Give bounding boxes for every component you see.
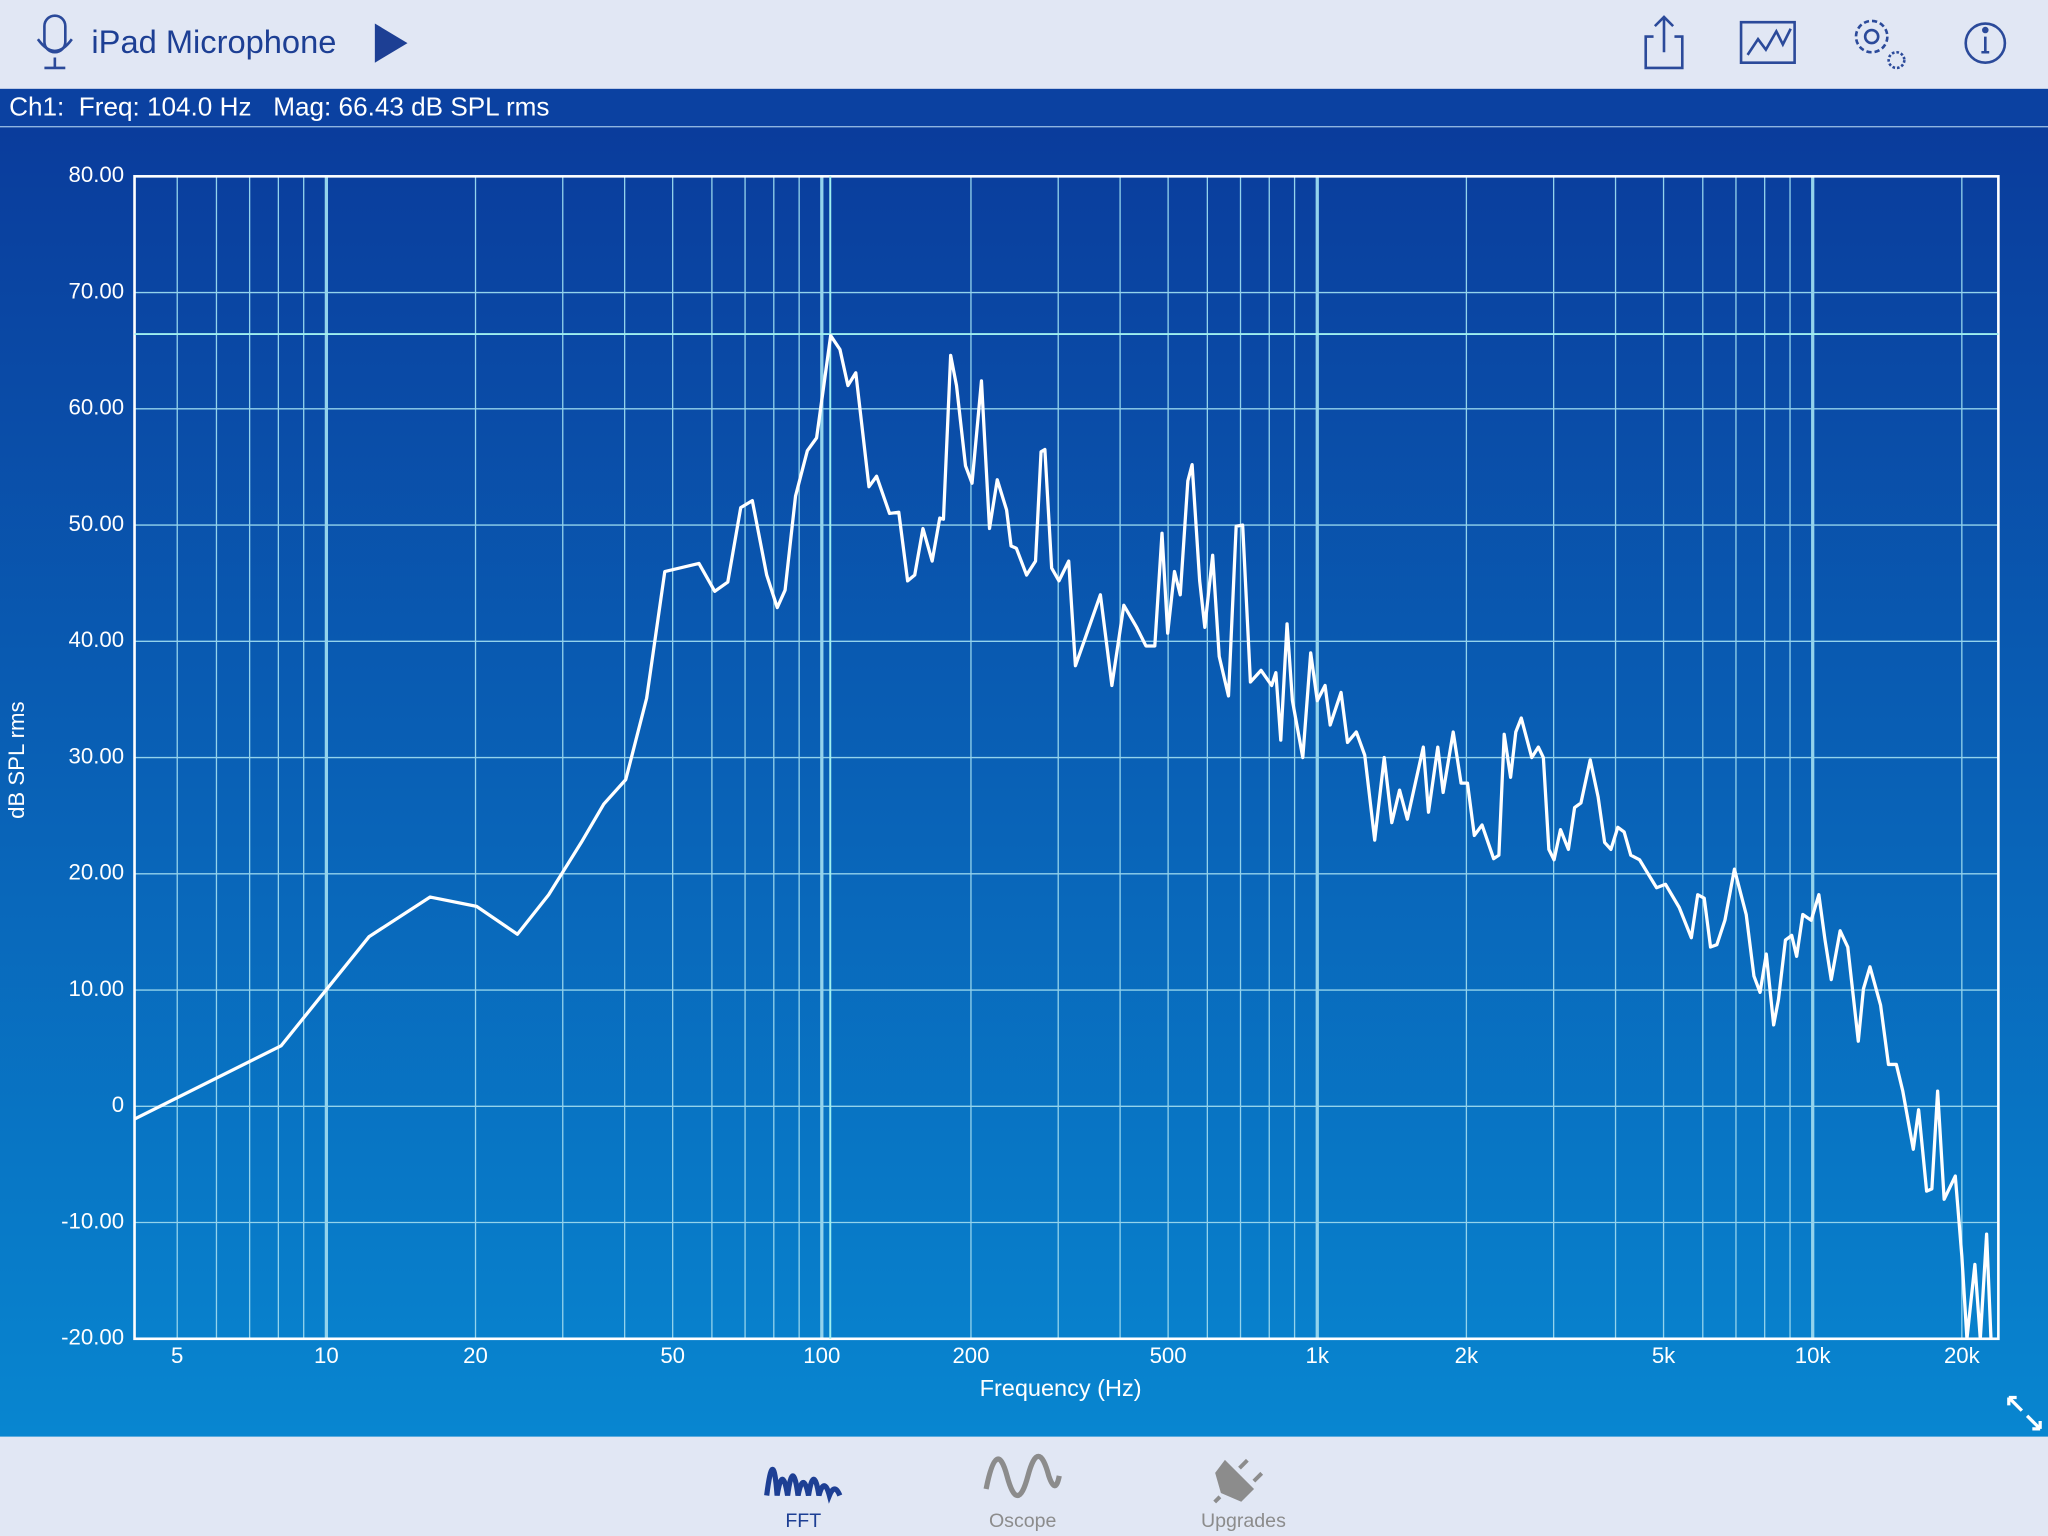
x-tick-label: 10k [1795, 1343, 1832, 1368]
y-tick-label: 20.00 [69, 860, 125, 885]
y-tick-label: 60.00 [69, 395, 125, 420]
x-tick-label: 2k [1455, 1343, 1479, 1368]
x-axis-label: Frequency (Hz) [980, 1375, 1142, 1401]
share-button[interactable] [1644, 15, 1684, 70]
y-tick-label: -10.00 [61, 1208, 124, 1233]
y-tick-label: 70.00 [69, 278, 125, 303]
x-tick-label: 5k [1652, 1343, 1676, 1368]
x-tick-label: 20 [463, 1343, 488, 1368]
mic-icon[interactable] [36, 14, 73, 70]
x-tick-label: 10 [314, 1343, 339, 1368]
chart-background [0, 128, 2048, 1437]
play-button[interactable] [374, 23, 408, 63]
y-tick-label: 50.00 [69, 511, 125, 536]
x-tick-label: 50 [660, 1343, 685, 1368]
x-tick-label: 200 [952, 1343, 989, 1368]
settings-button[interactable] [1854, 19, 1906, 70]
fft-chart: 5 10 20 50 100 200 500 1k 2k 5k 10k 20k 80.00 70.00 60… [61, 162, 2000, 1368]
y-tick-label: -20.00 [61, 1325, 124, 1350]
x-tick-label: 20k [1944, 1343, 1981, 1368]
graph-button[interactable] [1739, 20, 1796, 64]
info-button[interactable] [1964, 22, 2007, 64]
tab-label: Oscope [989, 1510, 1057, 1532]
app-title[interactable]: iPad Microphone [91, 23, 336, 60]
oscope-tab[interactable]: Oscope [983, 1453, 1062, 1532]
readout-bar [0, 88, 2048, 128]
upgrades-tab[interactable]: Upgrades [1201, 1458, 1286, 1532]
fullscreen-button[interactable] [2007, 1395, 2042, 1431]
x-tick-label: 500 [1150, 1343, 1187, 1368]
x-tick-label: 5 [171, 1343, 183, 1368]
x-tick-label: 1k [1306, 1343, 1330, 1368]
y-tick-label: 10.00 [69, 976, 125, 1001]
spectrum-line [134, 333, 1993, 1339]
y-tick-label: 80.00 [69, 162, 125, 187]
plot-border [133, 175, 2000, 1341]
y-tick-label: 0 [112, 1092, 124, 1117]
fft-tab[interactable]: FFT [764, 1467, 843, 1532]
tab-label: FFT [785, 1510, 821, 1532]
top-bar [0, 0, 2048, 89]
tab-label: Upgrades [1201, 1510, 1286, 1532]
readout-text: Ch1: Freq: 104.0 Hz Mag: 66.43 dB SPL rm… [9, 91, 549, 121]
x-tick-label: 100 [803, 1343, 840, 1368]
y-tick-label: 40.00 [69, 627, 125, 652]
y-axis-label: dB SPL rms [4, 701, 29, 819]
y-tick-label: 30.00 [69, 743, 125, 768]
